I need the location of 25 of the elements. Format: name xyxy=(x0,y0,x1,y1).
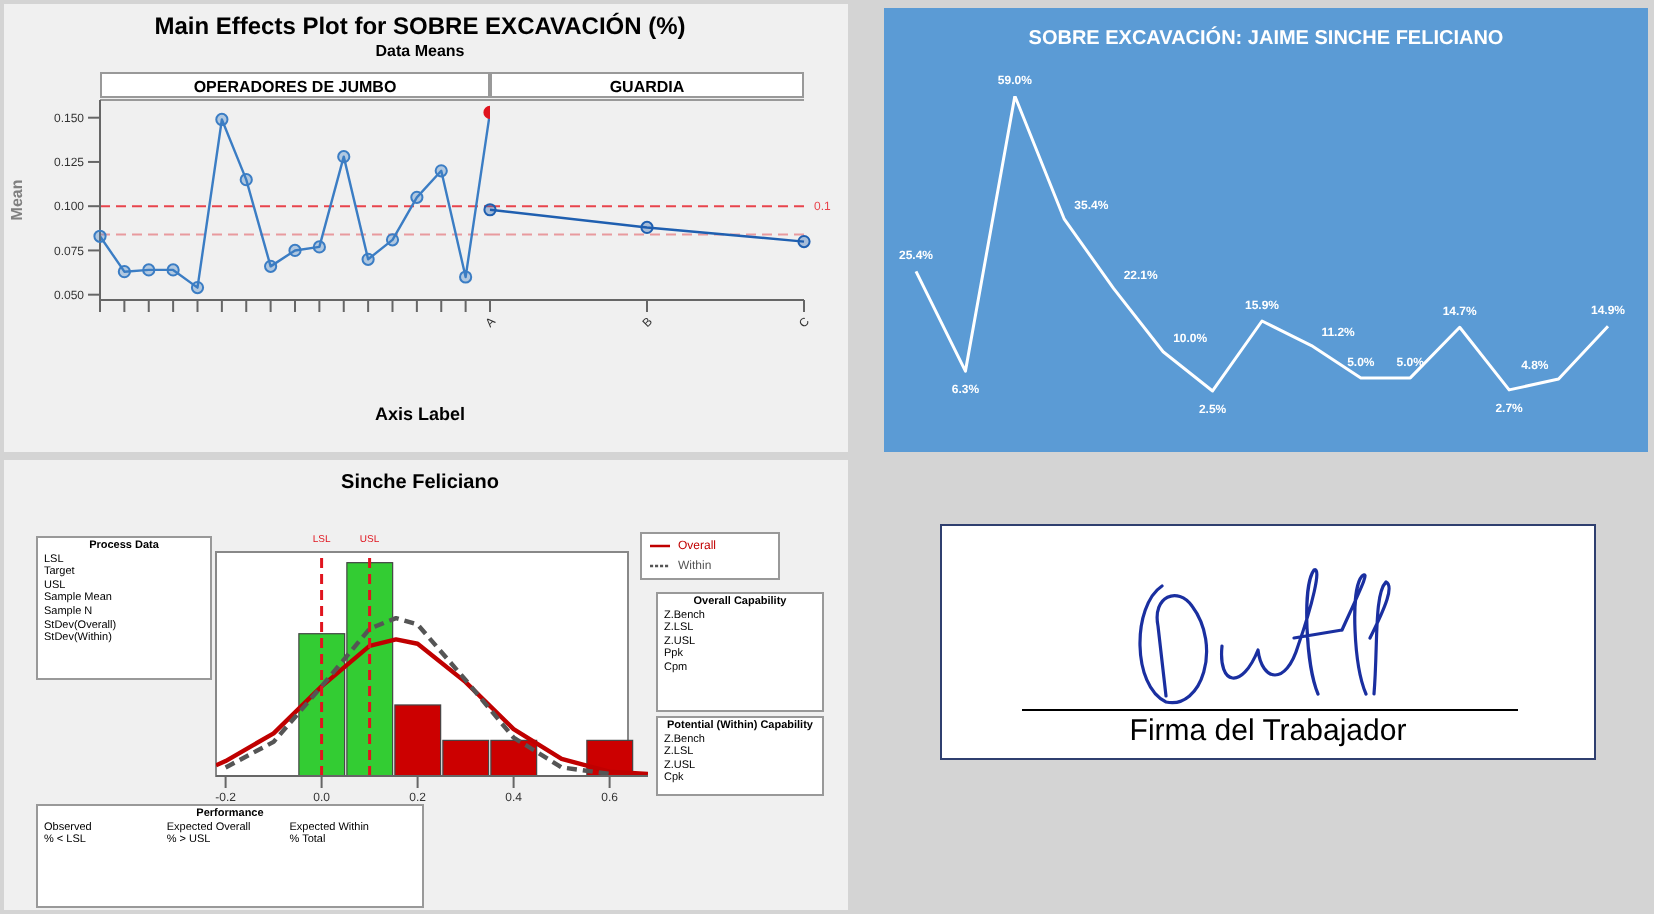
point xyxy=(117,265,131,279)
chart-title: GUARDIA xyxy=(490,72,804,98)
point xyxy=(190,281,205,295)
chart-title: Sinche Feliciano xyxy=(339,472,501,494)
point xyxy=(410,190,424,204)
text: OPERADORES DE JUMBO xyxy=(100,72,490,98)
chart-subtitle: Data Means xyxy=(373,42,467,60)
point xyxy=(93,229,107,243)
chart-title: Main Effects Plot for SOBRE EXCAVACIÓN (%) xyxy=(152,12,688,40)
point xyxy=(434,164,448,178)
y-axis-title: Mean xyxy=(7,179,26,221)
point xyxy=(337,150,351,164)
point xyxy=(459,270,473,284)
point xyxy=(361,252,375,266)
point xyxy=(166,263,180,277)
point xyxy=(385,233,400,247)
point xyxy=(142,263,156,277)
x-axis-title: Axis Label xyxy=(372,404,468,424)
point xyxy=(288,243,302,258)
text: Firma del Trabajador xyxy=(1127,714,1409,748)
point xyxy=(264,259,278,273)
chart-title: SOBRE EXCAVACIÓN: JAIME SINCHE FELICIANO xyxy=(1026,28,1506,50)
point xyxy=(215,112,229,127)
point xyxy=(239,173,253,187)
point xyxy=(312,240,326,254)
